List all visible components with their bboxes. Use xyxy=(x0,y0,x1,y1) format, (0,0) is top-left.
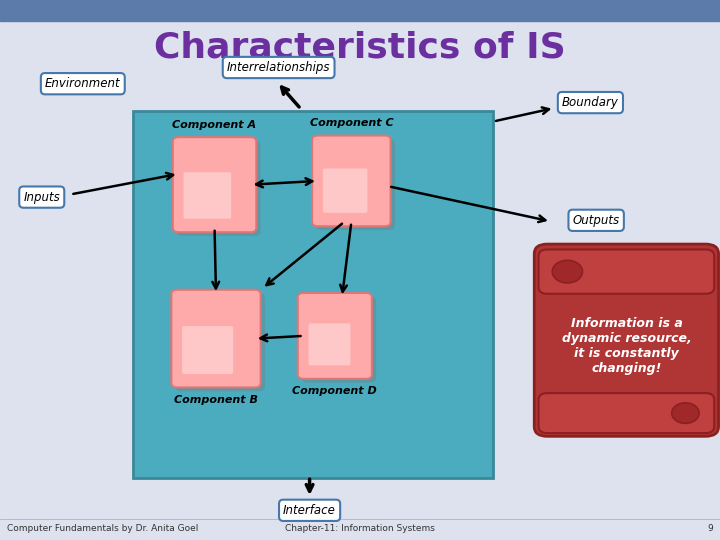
FancyBboxPatch shape xyxy=(182,326,233,374)
FancyBboxPatch shape xyxy=(171,289,261,388)
FancyBboxPatch shape xyxy=(184,172,231,219)
Text: Component C: Component C xyxy=(310,118,393,128)
FancyBboxPatch shape xyxy=(534,244,719,436)
Bar xyxy=(0,0,720,21)
FancyBboxPatch shape xyxy=(298,293,372,379)
Text: 9: 9 xyxy=(707,524,713,532)
FancyBboxPatch shape xyxy=(539,393,714,433)
Text: Component B: Component B xyxy=(174,395,258,405)
Text: Outputs: Outputs xyxy=(572,214,620,227)
FancyBboxPatch shape xyxy=(317,139,395,230)
Text: Computer Fundamentals by Dr. Anita Goel: Computer Fundamentals by Dr. Anita Goel xyxy=(7,524,199,532)
Ellipse shape xyxy=(552,260,582,283)
FancyBboxPatch shape xyxy=(177,141,261,236)
Text: Interrelationships: Interrelationships xyxy=(227,61,330,74)
Text: Information is a
dynamic resource,
it is constantly
changing!: Information is a dynamic resource, it is… xyxy=(562,316,691,375)
Text: Boundary: Boundary xyxy=(562,96,618,109)
FancyBboxPatch shape xyxy=(539,249,714,294)
FancyBboxPatch shape xyxy=(176,294,265,391)
Text: Characteristics of IS: Characteristics of IS xyxy=(154,31,566,64)
Text: Component A: Component A xyxy=(173,119,256,130)
Text: Chapter-11: Information Systems: Chapter-11: Information Systems xyxy=(285,524,435,532)
Text: Inputs: Inputs xyxy=(23,191,60,204)
FancyBboxPatch shape xyxy=(312,136,390,226)
FancyBboxPatch shape xyxy=(323,168,367,213)
Text: Interface: Interface xyxy=(283,504,336,517)
Text: Component D: Component D xyxy=(292,387,377,396)
FancyBboxPatch shape xyxy=(173,137,256,232)
FancyBboxPatch shape xyxy=(133,111,493,478)
Ellipse shape xyxy=(672,403,699,423)
Text: Environment: Environment xyxy=(45,77,121,90)
FancyBboxPatch shape xyxy=(302,297,377,382)
FancyBboxPatch shape xyxy=(309,323,351,365)
